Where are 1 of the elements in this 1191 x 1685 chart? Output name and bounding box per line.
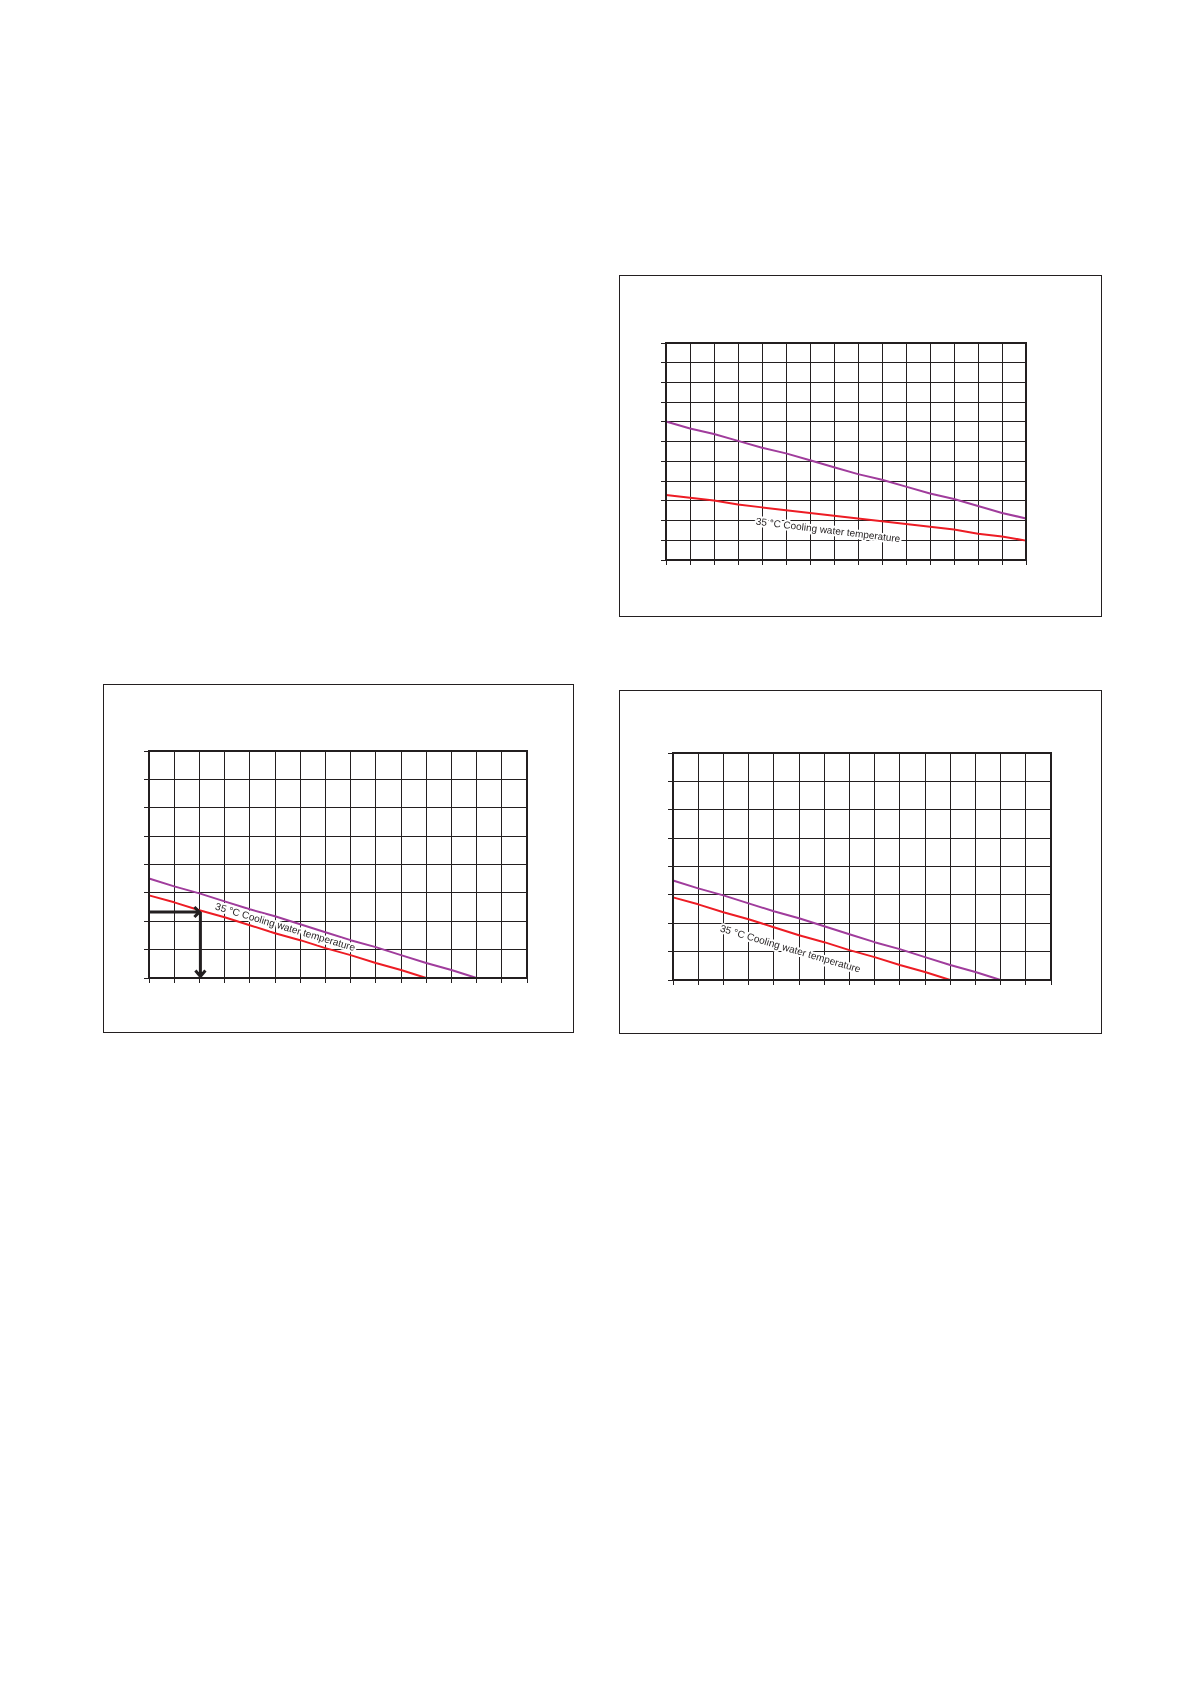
annotation: 35 °C Cooling water temperature <box>755 515 902 545</box>
